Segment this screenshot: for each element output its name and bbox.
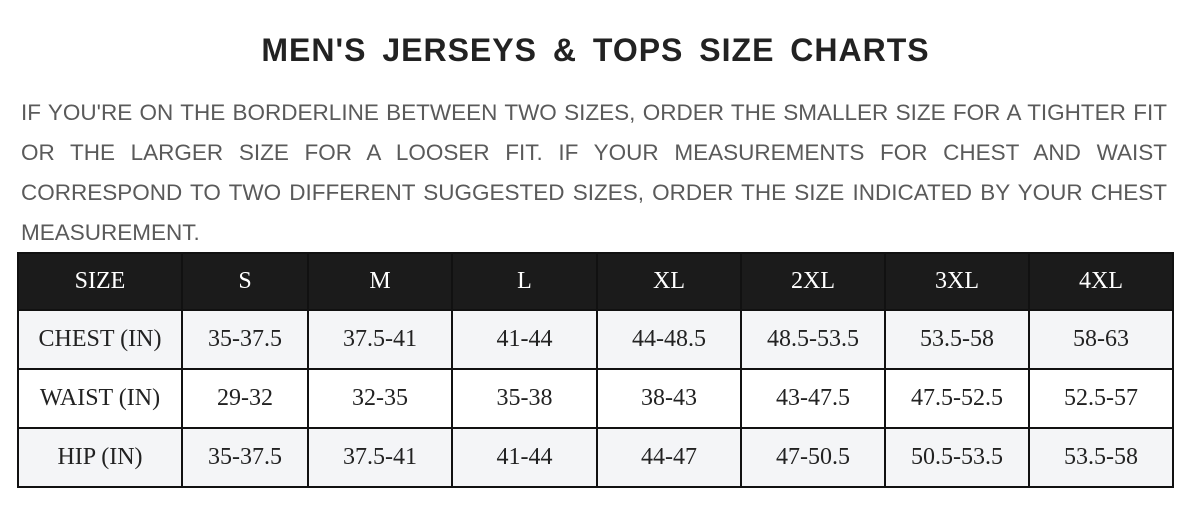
- table-cell: 37.5-41: [307, 309, 453, 370]
- table-cell: 38-43: [596, 368, 742, 429]
- column-header: 3XL: [884, 252, 1030, 311]
- table-cell: 35-37.5: [181, 309, 309, 370]
- row-label: HIP (IN): [17, 427, 183, 488]
- table-cell: 44-48.5: [596, 309, 742, 370]
- table-row: CHEST (IN) 35-37.5 37.5-41 41-44 44-48.5 48.5…: [17, 309, 1174, 370]
- table-cell: 44-47: [596, 427, 742, 488]
- table-header-row: SIZE S M L XL 2XL 3XL 4XL: [17, 252, 1174, 311]
- table-cell: 35-38: [451, 368, 598, 429]
- table-row: WAIST (IN) 29-32 32-35 35-38 38-43 43-47.5 47.…: [17, 368, 1174, 429]
- table-cell: 58-63: [1028, 309, 1174, 370]
- column-header: S: [181, 252, 309, 311]
- column-header: XL: [596, 252, 742, 311]
- size-chart-table: SIZE S M L XL 2XL 3XL 4XL CHEST (IN) 35-37.5 37.5…: [17, 252, 1174, 488]
- table-cell: 50.5-53.5: [884, 427, 1030, 488]
- column-header: M: [307, 252, 453, 311]
- size-advice-text: IF YOU'RE ON THE BORDERLINE BETWEEN TWO …: [21, 100, 1167, 245]
- column-header: 4XL: [1028, 252, 1174, 311]
- table-cell: 29-32: [181, 368, 309, 429]
- table-cell: 47.5-52.5: [884, 368, 1030, 429]
- table-cell: 41-44: [451, 427, 598, 488]
- table-cell: 41-44: [451, 309, 598, 370]
- table-cell: 52.5-57: [1028, 368, 1174, 429]
- table-cell: 37.5-41: [307, 427, 453, 488]
- row-label: CHEST (IN): [17, 309, 183, 370]
- table-row: HIP (IN) 35-37.5 37.5-41 41-44 44-47 47-50.5 5…: [17, 427, 1174, 488]
- table-cell: 48.5-53.5: [740, 309, 886, 370]
- page-title: MEN'S JERSEYS & TOPS SIZE CHARTS: [261, 32, 930, 68]
- column-header: 2XL: [740, 252, 886, 311]
- table-cell: 35-37.5: [181, 427, 309, 488]
- table-cell: 53.5-58: [884, 309, 1030, 370]
- table-cell: 47-50.5: [740, 427, 886, 488]
- column-header: L: [451, 252, 598, 311]
- row-label: WAIST (IN): [17, 368, 183, 429]
- table-cell: 53.5-58: [1028, 427, 1174, 488]
- column-header: SIZE: [17, 252, 183, 311]
- table-cell: 43-47.5: [740, 368, 886, 429]
- table-cell: 32-35: [307, 368, 453, 429]
